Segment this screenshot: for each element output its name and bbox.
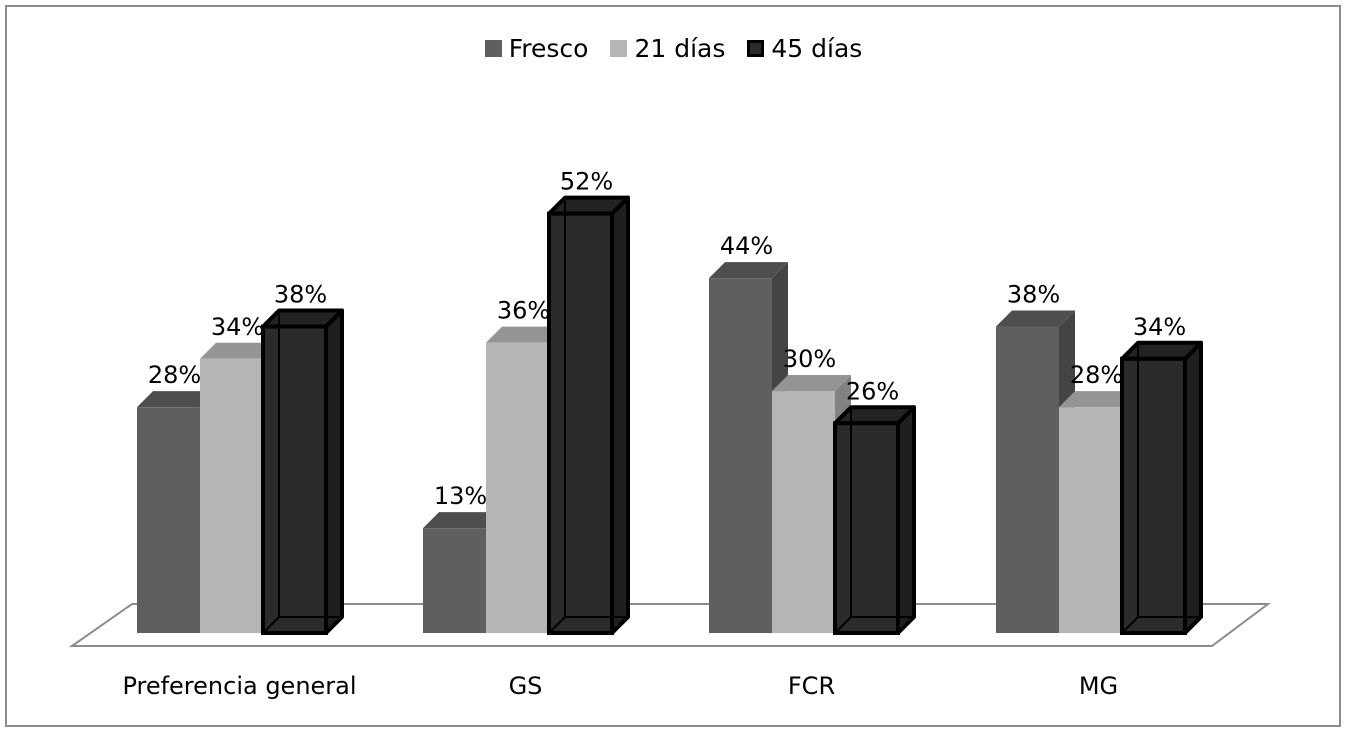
- legend-swatch-21-dias: [610, 40, 628, 57]
- bar-back-edge-diagonal: [548, 616, 566, 634]
- data-label-21-dias-mg: 28%: [1070, 361, 1123, 389]
- category-label-mg: MG: [1079, 672, 1118, 700]
- data-label-21-dias-fcr: 30%: [783, 345, 836, 373]
- bar-back-edge-diagonal: [262, 616, 280, 634]
- data-label-fresco-mg: 38%: [1007, 281, 1060, 309]
- bar-45-dias-gs: [547, 195, 630, 635]
- bar-top-face: [423, 512, 502, 529]
- bar-side-face: [610, 195, 630, 635]
- bar-front-face: [996, 326, 1059, 633]
- bar-front-face: [1059, 407, 1122, 633]
- bar-side-face: [324, 308, 344, 635]
- bar-top-face: [996, 310, 1075, 327]
- bar-top-face: [200, 342, 279, 359]
- category-label-gs: GS: [509, 672, 543, 700]
- bar-top-face: [486, 326, 565, 343]
- category-label-fcr: FCR: [788, 672, 835, 700]
- data-label-fresco-gs: 13%: [434, 482, 487, 510]
- data-label-45-dias-preferencia-general: 38%: [274, 281, 327, 309]
- data-label-45-dias-gs: 52%: [560, 168, 613, 196]
- bar-front-face: [200, 358, 263, 633]
- bar-front-face: [833, 421, 900, 635]
- legend: Fresco 21 días 45 días: [0, 34, 1347, 63]
- floor-plane: [68, 603, 1271, 647]
- bar-top-face: [772, 375, 851, 392]
- legend-label-45-dias: 45 días: [771, 34, 863, 63]
- bar-side-face: [1183, 340, 1203, 635]
- bar-front-face: [423, 528, 486, 633]
- bar-top-face: [547, 195, 630, 216]
- bar-back-edge-diagonal: [1121, 616, 1139, 634]
- legend-swatch-45-dias: [747, 40, 765, 57]
- data-label-45-dias-fcr: 26%: [846, 377, 899, 405]
- bar-front-face: [772, 391, 835, 633]
- legend-item-45-dias: 45 días: [747, 34, 862, 63]
- bar-front-face: [547, 211, 614, 635]
- bar-top-face: [1059, 391, 1138, 408]
- legend-label-21-dias: 21 días: [634, 34, 726, 63]
- bar-front-face: [709, 278, 772, 633]
- bar-top-face: [833, 405, 916, 426]
- bar-side-face: [896, 405, 916, 635]
- bar-front-face: [137, 407, 200, 633]
- legend-swatch-fresco: [484, 40, 502, 57]
- data-label-21-dias-preferencia-general: 34%: [211, 313, 264, 341]
- data-label-fresco-preferencia-general: 28%: [148, 361, 201, 389]
- bar-front-face: [261, 324, 328, 635]
- bar-45-dias-fcr: [833, 405, 916, 635]
- bar-top-face: [261, 308, 344, 329]
- bar-top-face: [137, 391, 216, 408]
- data-label-45-dias-mg: 34%: [1133, 313, 1186, 341]
- bar-fresco-mg: [996, 310, 1075, 633]
- bar-front-face: [1120, 356, 1187, 635]
- legend-item-21-dias: 21 días: [610, 34, 725, 63]
- legend-item-fresco: Fresco: [484, 34, 589, 63]
- bar-front-face: [486, 342, 549, 633]
- bar-top-face: [709, 262, 788, 279]
- bar-back-edge-diagonal: [834, 616, 852, 634]
- bar-45-dias-preferencia-general: [261, 308, 344, 635]
- data-label-fresco-fcr: 44%: [720, 232, 773, 260]
- bar-top-face: [1120, 340, 1203, 361]
- data-label-21-dias-gs: 36%: [497, 297, 550, 325]
- legend-label-fresco: Fresco: [508, 34, 589, 63]
- category-label-preferencia-general: Preferencia general: [122, 672, 356, 700]
- bar-45-dias-mg: [1120, 340, 1203, 635]
